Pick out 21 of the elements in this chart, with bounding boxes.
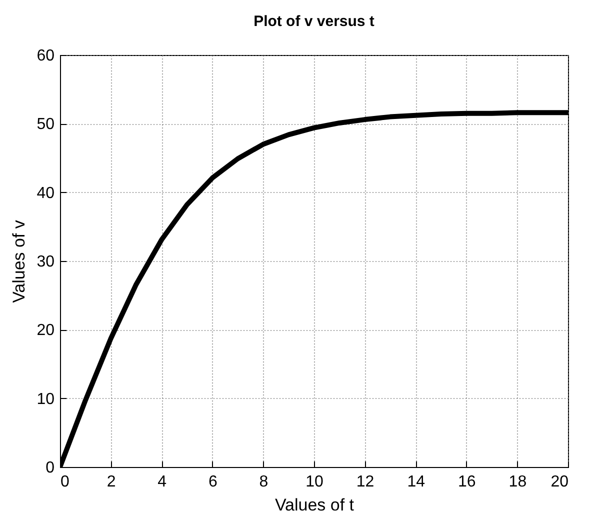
x-tick-label: 0: [60, 474, 70, 490]
y-tick-label: 60: [36, 48, 55, 64]
y-tick-label: 0: [46, 460, 55, 476]
x-tick-label: 18: [508, 474, 527, 490]
x-tick-label: 6: [208, 474, 218, 490]
x-tick-label: 8: [259, 474, 268, 490]
chart-title: Plot of v versus t: [254, 13, 374, 30]
y-axis-title: Values of v: [10, 220, 29, 303]
y-tick-label: 50: [36, 116, 55, 134]
x-tick-label: 10: [306, 474, 324, 490]
x-tick-label: 2: [106, 474, 116, 490]
y-tick-label: 20: [36, 322, 55, 340]
y-tick-label: 30: [36, 254, 55, 270]
x-tick-label: 16: [458, 474, 476, 490]
x-tick-label: 12: [356, 474, 374, 490]
x-tick-label: 14: [407, 474, 426, 490]
x-tick-label: 4: [158, 474, 167, 490]
y-tick-label: 10: [36, 390, 55, 408]
x-axis-title: Values of t: [274, 496, 354, 514]
x-tick-label: 20: [550, 474, 569, 490]
y-tick-label: 40: [36, 184, 55, 202]
